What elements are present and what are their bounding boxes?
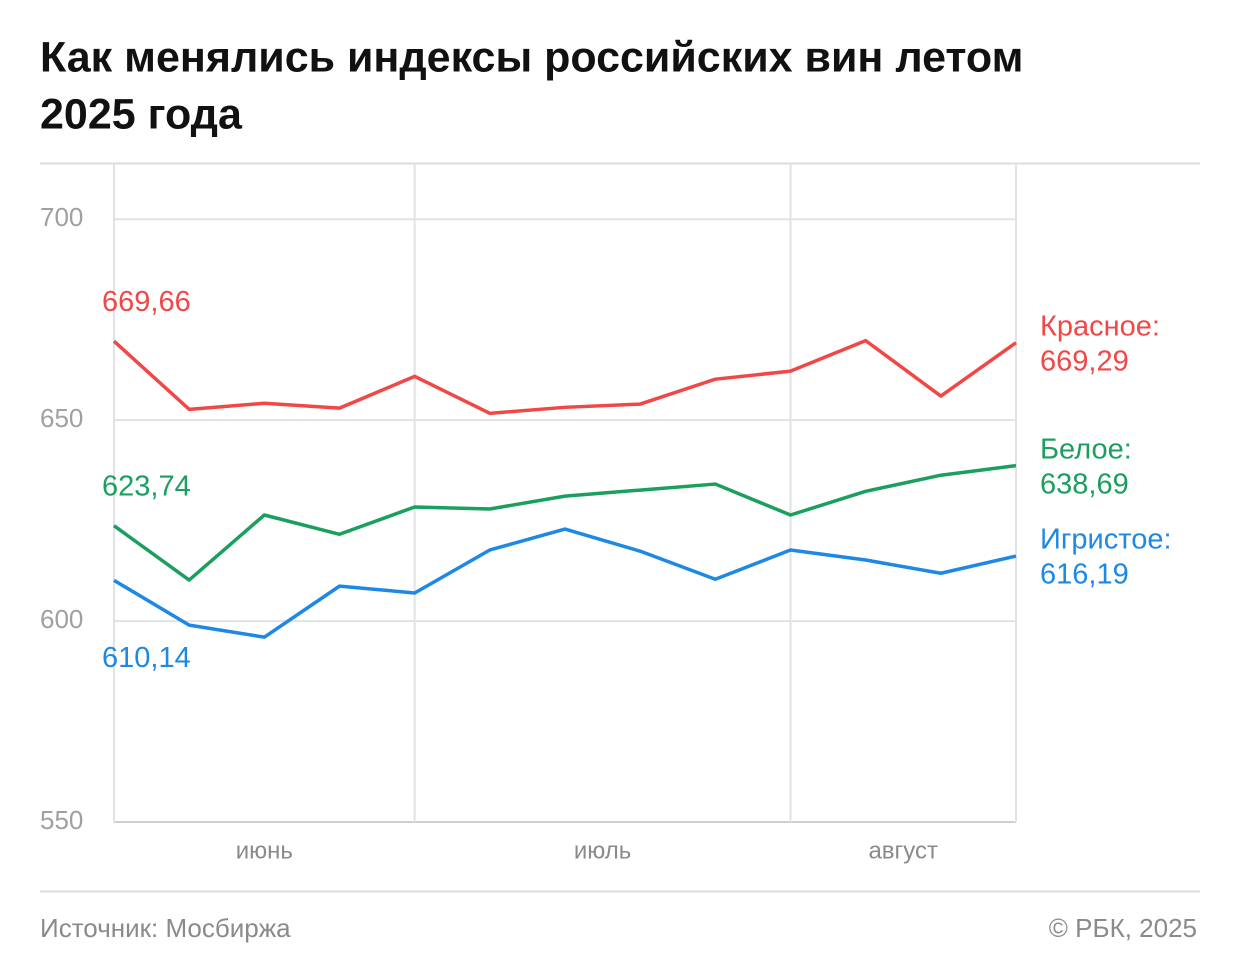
chart-title: 2025 года <box>40 90 243 138</box>
series-line <box>112 338 1018 416</box>
value-label: 616,19 <box>1040 559 1129 591</box>
y-tick-label: 650 <box>40 403 83 433</box>
x-group-label: июль <box>574 837 631 864</box>
source: Источник: Мосбиржа <box>40 913 291 943</box>
value-label: 610,14 <box>102 642 191 674</box>
value-label: 623,74 <box>102 470 191 502</box>
legend-label: Белое: <box>1040 433 1132 465</box>
y-tick-label: 550 <box>40 805 83 835</box>
value-label: 669,66 <box>102 286 191 318</box>
value-label: 669,29 <box>1040 345 1129 377</box>
x-group-label: июнь <box>236 837 293 864</box>
legend-label: Игристое: <box>1040 524 1172 556</box>
credit: © РБК, 2025 <box>1049 913 1197 943</box>
series-line <box>113 527 1017 639</box>
chart-title: Как менялись индексы российских вин лето… <box>40 33 1023 81</box>
y-tick-label: 600 <box>40 604 83 634</box>
y-tick-label: 700 <box>40 202 83 232</box>
value-label: 638,69 <box>1040 468 1129 500</box>
series-line <box>112 463 1017 582</box>
legend-label: Красное: <box>1040 310 1160 342</box>
x-group-label: август <box>868 837 938 864</box>
